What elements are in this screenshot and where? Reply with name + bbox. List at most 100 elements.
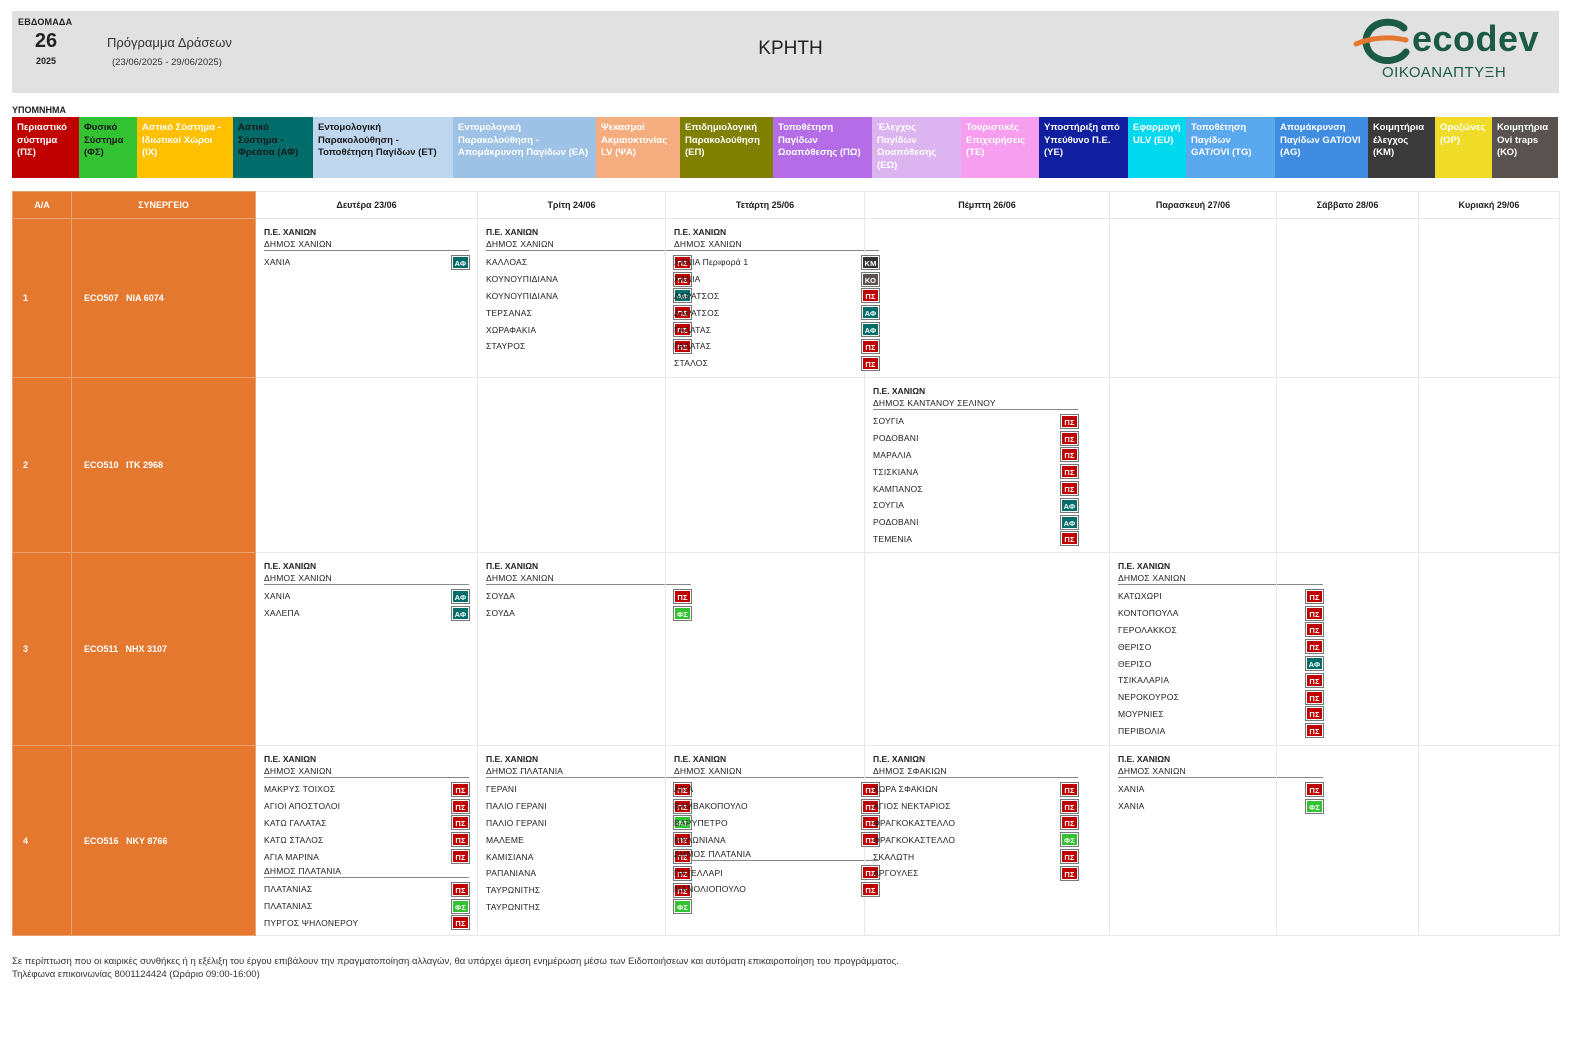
col-header-day: Τετάρτη 25/06 xyxy=(665,191,865,219)
regional-unit-label: Π.Ε. ΧΑΝΙΩΝ xyxy=(674,227,727,237)
location-item: ΤΣΙΣΚΙΑΝΑ ΠΣ xyxy=(873,463,1079,480)
location-item: ΠΕΡΙΒΟΛΙΑ ΠΣ xyxy=(1118,722,1324,739)
activity-badge: ΠΣ xyxy=(1305,781,1324,797)
location-name: ΦΡΑΓΚΟΚΑΣΤΕΛΛΟ xyxy=(873,834,956,845)
activity-badge: ΠΣ xyxy=(1305,672,1324,688)
activity-badge: ΠΣ xyxy=(451,815,470,831)
legend-item: Κοιμητήρια έλεγχος (ΚΜ) xyxy=(1368,117,1435,178)
location-name: ΤΣΙΚΑΛΑΡΙΑ xyxy=(1118,675,1170,686)
legend-item: Ψεκασμοί Ακμαιοκτονίας LV (ΨΑ) xyxy=(596,117,680,178)
regional-unit-label: Π.Ε. ΧΑΝΙΩΝ xyxy=(486,754,539,764)
location-item: ΧΑΝΙΑ Περιφορά 1 ΚΜ xyxy=(674,254,880,271)
location-name: ΧΑΛΕΠΑ xyxy=(264,608,300,619)
legend-item: Ορυζώνες (ΟΡ) xyxy=(1435,117,1492,178)
location-item: ΒΑΜΒΑΚΟΠΟΥΛΟ ΠΣ xyxy=(674,798,880,815)
activity-badge: ΠΣ xyxy=(451,832,470,848)
legend-item: Φυσικό Σύστημα (ΦΣ) xyxy=(79,117,137,178)
activity-badge: ΠΣ xyxy=(1060,798,1079,814)
location-item: ΧΑΝΙΑ ΑΦ xyxy=(264,254,470,271)
activity-badge: ΠΣ xyxy=(1060,781,1079,797)
municipality-label: ΔΗΜΟΣ ΧΑΝΙΩΝ xyxy=(674,238,879,251)
team-name: ECO510 ITK 2968 xyxy=(71,377,256,553)
day-cell xyxy=(1418,377,1560,553)
week-label: ΕΒΔΟΜΑΔΑ xyxy=(18,17,73,27)
location-name: ΧΑΝΙΑ xyxy=(264,257,291,268)
location-name: ΧΩΡΑΦΑΚΙΑ xyxy=(486,324,537,335)
col-header-day: Παρασκευή 27/06 xyxy=(1109,191,1277,219)
regional-unit-label: Π.Ε. ΧΑΝΙΩΝ xyxy=(674,754,727,764)
location-item: ΑΓΙΟΣ ΝΕΚΤΑΡΙΟΣ ΠΣ xyxy=(873,798,1079,815)
day-cell xyxy=(1276,744,1419,937)
program-title: Πρόγραμμα Δράσεων xyxy=(107,35,232,50)
location-item: ΤΑΥΡΩΝΙΤΗΣ ΦΣ xyxy=(486,899,692,916)
legend-item: Έλεγχος Παγίδων Ωοαπόθεσης (ΕΩ) xyxy=(872,117,961,178)
activity-badge: ΚΟ xyxy=(861,271,880,287)
location-item: ΔΑΡΑΤΣΟΣ ΠΣ xyxy=(674,288,880,305)
municipality-label: ΔΗΜΟΣ ΠΛΑΤΑΝΙΑ xyxy=(264,865,469,878)
regional-unit-label: Π.Ε. ΧΑΝΙΩΝ xyxy=(486,227,539,237)
municipality-label: ΔΗΜΟΣ ΠΛΑΤΑΝΙΑ xyxy=(486,765,691,778)
activity-badge: ΠΣ xyxy=(1305,723,1324,739)
legend: Περιαστικό σύστημα (ΠΣ) Φυσικό Σύστημα (Φ… xyxy=(12,117,1559,178)
activity-badge: ΠΣ xyxy=(673,798,692,814)
schedule-row: 4 ECO516 NKY 8766 Π.Ε. ΧΑΝΙΩΝ ΔΗΜΟΣ ΧΑΝΙΩΝ Μ… xyxy=(12,744,1560,937)
regional-unit-label: Π.Ε. ΧΑΝΙΩΝ xyxy=(486,561,539,571)
location-name: ΤΑΥΡΩΝΙΤΗΣ xyxy=(486,885,541,896)
activity-badge: ΑΦ xyxy=(673,288,692,304)
location-item: ΜΑΡΑΛΙΑ ΠΣ xyxy=(873,447,1079,464)
location-item: ΤΕΜΕΝΙΑ ΠΣ xyxy=(873,531,1079,548)
activity-badge: ΠΣ xyxy=(673,254,692,270)
activity-badge: ΑΦ xyxy=(451,605,470,621)
location-item: ΠΑΤΕΛΛΑΡΙ ΠΣ xyxy=(674,864,880,881)
location-name: ΦΡΑΓΚΟΚΑΣΤΕΛΛΟ xyxy=(873,817,956,828)
week-year: 2025 xyxy=(35,56,57,66)
activity-badge: ΑΦ xyxy=(1060,514,1079,530)
day-cell xyxy=(477,377,666,553)
location-item: ΘΕΡΙΣΟ ΑΦ xyxy=(1118,655,1324,672)
location-item: ΑΓΙΟΙ ΑΠΟΣΤΟΛΟΙ ΠΣ xyxy=(264,798,470,815)
location-name: ΔΑΡΑΤΣΟΣ xyxy=(674,307,720,318)
location-name: ΧΑΝΙΑ xyxy=(264,591,291,602)
location-name: ΡΑΠΑΝΙΑΝΑ xyxy=(486,868,537,879)
location-name: ΜΥΛΩΝΙΑΝΑ xyxy=(674,834,726,845)
location-name: ΠΑΛΙΟ ΓΕΡΑΝΙ xyxy=(486,817,547,828)
location-name: ΜΟΥΡΝΙΕΣ xyxy=(1118,708,1164,719)
activity-badge: ΠΣ xyxy=(1060,447,1079,463)
location-item: ΠΑΛΙΟ ΓΕΡΑΝΙ ΠΣ xyxy=(486,798,692,815)
activity-badge: ΠΣ xyxy=(673,781,692,797)
location-item: ΓΑΛΑΤΑΣ ΠΣ xyxy=(674,338,880,355)
activity-badge: ΠΣ xyxy=(861,355,880,371)
program-dates: (23/06/2025 - 29/06/2025) xyxy=(112,57,222,68)
day-cell xyxy=(1276,218,1419,378)
col-header-team: ΣΥΝΕΡΓΕΙΟ xyxy=(71,191,256,219)
municipality-label: ΔΗΜΟΣ ΧΑΝΙΩΝ xyxy=(674,765,879,778)
location-name: ΔΑΡΑΤΣΟΣ xyxy=(674,290,720,301)
location-name: ΠΛΑΤΑΝΙΑΣ xyxy=(264,901,313,912)
activity-badge: ΠΣ xyxy=(673,322,692,338)
activity-badge: ΠΣ xyxy=(1060,464,1079,480)
location-item: ΚΑΜΙΣΙΑΝΑ ΠΣ xyxy=(486,848,692,865)
location-name: ΓΕΡΑΝΙ xyxy=(486,784,517,795)
location-name: ΠΑΤΕΛΛΑΡΙ xyxy=(674,867,723,878)
activity-badge: ΦΣ xyxy=(1305,798,1324,814)
schedule-row: 2 ECO510 ITK 2968 Π.Ε. ΧΑΝΙΩΝ ΔΗΜΟΣ ΚΑΝΤΑΝΟ… xyxy=(12,377,1560,553)
location-name: ΧΑΝΙΑ xyxy=(1118,801,1145,812)
day-cell: Π.Ε. ΧΑΝΙΩΝ ΔΗΜΟΣ ΧΑΝΙΩΝ ΑΓΙΑ ΠΣ ΒΑΜΒΑΚΟΠΟΥΛ… xyxy=(665,744,880,937)
team-name: ECO511 NHX 3107 xyxy=(71,552,256,746)
location-name: ΡΟΔΟΒΑΝΙ xyxy=(873,517,919,528)
legend-item: Τουριστικές Επιχειρήσεις (ΤΕ) xyxy=(961,117,1039,178)
location-item: ΤΑΥΡΩΝΙΤΗΣ ΠΣ xyxy=(486,882,692,899)
location-item: ΝΕΡΟΚΟΥΡΟΣ ΠΣ xyxy=(1118,689,1324,706)
activity-badge: ΠΣ xyxy=(861,798,880,814)
location-name: ΑΓΙΑ ΜΑΡΙΝΑ xyxy=(264,851,320,862)
day-cell: Π.Ε. ΧΑΝΙΩΝ ΔΗΜΟΣ ΧΑΝΙΩΝ ΚΑΛΛΟΑΣ ΠΣ ΚΟΥΝΟΥΠΙ… xyxy=(477,218,692,378)
legend-item: Εφαρμογή ULV (EU) xyxy=(1128,117,1186,178)
activity-badge: ΠΣ xyxy=(861,832,880,848)
location-name: ΚΑΜΙΣΙΑΝΑ xyxy=(486,851,534,862)
location-item: ΒΑΡΥΠΕΤΡΟ ΠΣ xyxy=(674,815,880,832)
location-item: ΧΑΝΙΑ ΠΣ xyxy=(1118,781,1324,798)
legend-item: Περιαστικό σύστημα (ΠΣ) xyxy=(12,117,79,178)
day-cell: Π.Ε. ΧΑΝΙΩΝ ΔΗΜΟΣ ΧΑΝΙΩΝ ΜΑΚΡΥΣ ΤΟΙΧΟΣ ΠΣ ΑΓ… xyxy=(255,744,478,937)
location-item: ΧΑΝΙΑ ΦΣ xyxy=(1118,798,1324,815)
location-item: ΣΚΑΛΩΤΗ ΠΣ xyxy=(873,848,1079,865)
